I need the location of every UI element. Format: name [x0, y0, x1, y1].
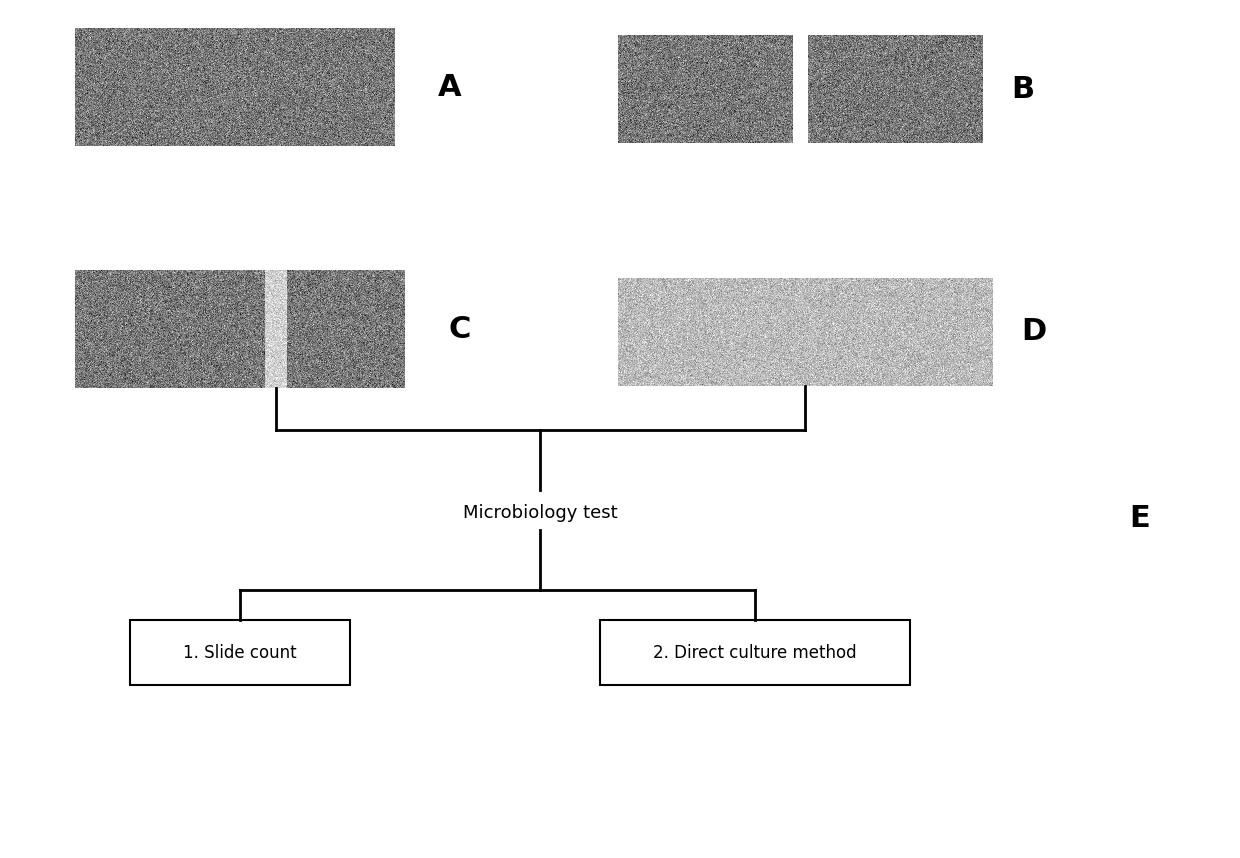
- Text: 2. Direct culture method: 2. Direct culture method: [653, 644, 857, 662]
- Text: C: C: [449, 315, 471, 343]
- Text: E: E: [1130, 504, 1151, 533]
- Text: 1. Slide count: 1. Slide count: [184, 644, 296, 662]
- Text: Microbiology test: Microbiology test: [463, 504, 618, 522]
- Text: D: D: [1021, 317, 1047, 347]
- Bar: [130, 620, 350, 685]
- Text: A: A: [438, 72, 461, 101]
- Text: B: B: [1011, 75, 1034, 104]
- Bar: [600, 620, 910, 685]
